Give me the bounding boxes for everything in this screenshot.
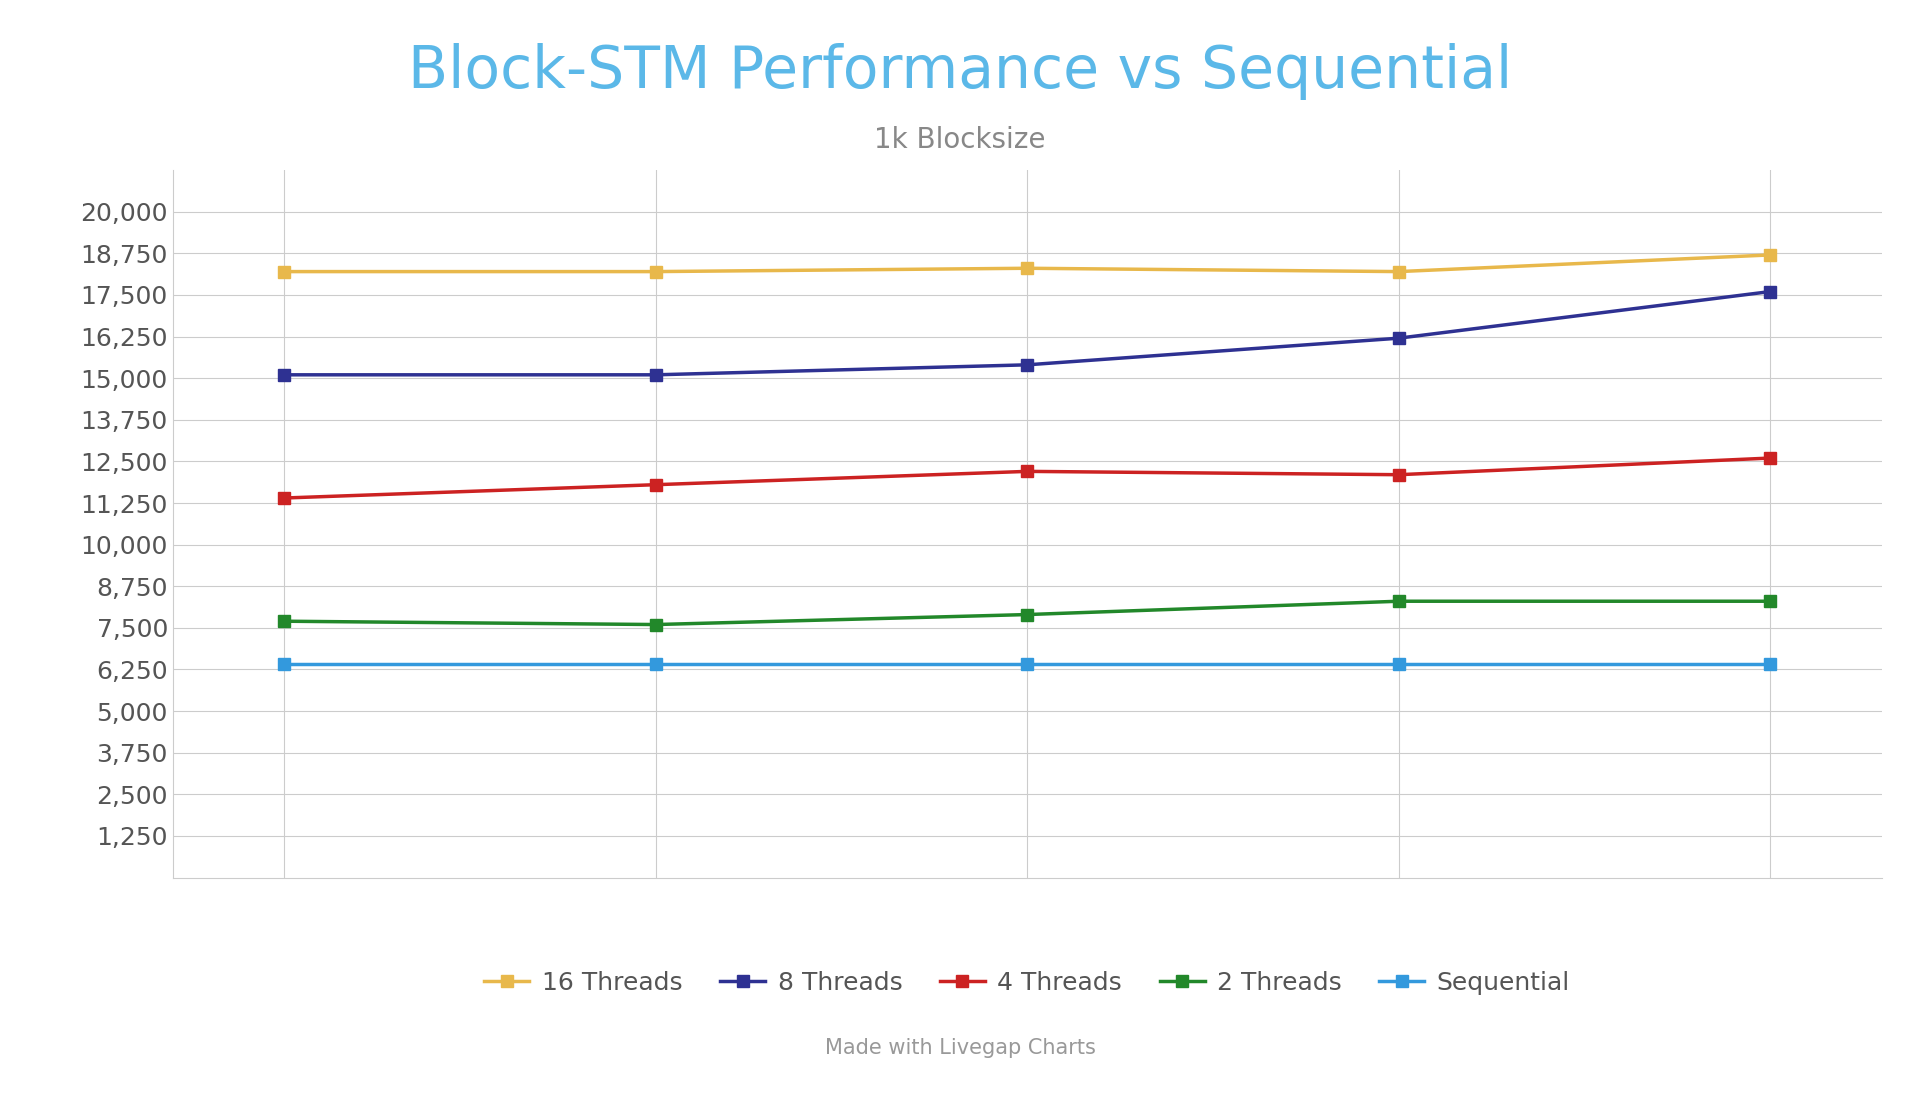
2 Threads: [273, 614, 296, 627]
Line: Sequential: Sequential: [278, 658, 1776, 670]
Text: Made with Livegap Charts: Made with Livegap Charts: [824, 1038, 1096, 1058]
Line: 8 Threads: 8 Threads: [278, 285, 1776, 381]
2 Threads: [1016, 608, 1039, 621]
16 Threads: [1386, 265, 1409, 279]
8 Threads: [1386, 331, 1409, 344]
8 Threads: [645, 369, 668, 382]
8 Threads: [1016, 359, 1039, 372]
8 Threads: [273, 369, 296, 382]
16 Threads: [1016, 262, 1039, 275]
Sequential: [273, 658, 296, 671]
Line: 2 Threads: 2 Threads: [278, 595, 1776, 631]
2 Threads: [645, 618, 668, 631]
Legend: 16 Threads, 8 Threads, 4 Threads, 2 Threads, Sequential: 16 Threads, 8 Threads, 4 Threads, 2 Thre…: [474, 961, 1580, 1005]
16 Threads: [273, 265, 296, 279]
Sequential: [1759, 658, 1782, 671]
2 Threads: [1386, 595, 1409, 608]
4 Threads: [1016, 465, 1039, 478]
4 Threads: [1759, 452, 1782, 465]
Text: 1k Blocksize: 1k Blocksize: [874, 126, 1046, 155]
16 Threads: [1759, 248, 1782, 261]
4 Threads: [273, 491, 296, 505]
Text: Block-STM Performance vs Sequential: Block-STM Performance vs Sequential: [407, 43, 1513, 100]
Sequential: [645, 658, 668, 671]
2 Threads: [1759, 595, 1782, 608]
Sequential: [1386, 658, 1409, 671]
Line: 16 Threads: 16 Threads: [278, 249, 1776, 278]
Sequential: [1016, 658, 1039, 671]
4 Threads: [1386, 468, 1409, 482]
16 Threads: [645, 265, 668, 279]
8 Threads: [1759, 285, 1782, 298]
4 Threads: [645, 478, 668, 491]
Line: 4 Threads: 4 Threads: [278, 452, 1776, 505]
